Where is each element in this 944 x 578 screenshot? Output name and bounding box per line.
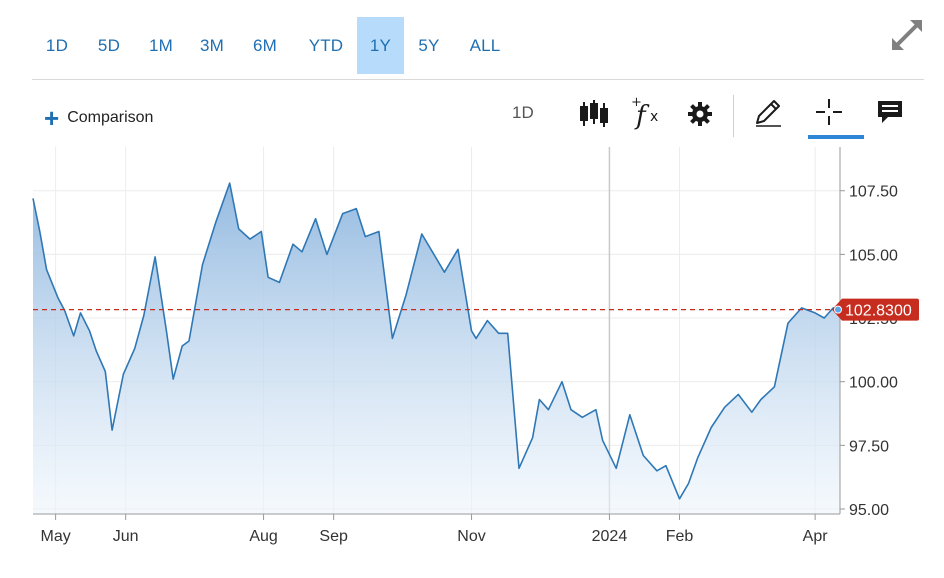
svg-text:x: x [650, 109, 658, 125]
x-tick-label: Nov [457, 528, 485, 545]
expand-icon[interactable] [888, 16, 926, 54]
y-tick-label: 95.00 [849, 502, 889, 519]
interval-selector[interactable]: 1D [512, 103, 534, 122]
toolbar-separator [733, 95, 734, 137]
range-5y-button[interactable]: 5Y [418, 36, 440, 55]
toolbar-divider [32, 79, 924, 80]
current-price-badge [832, 298, 919, 321]
pencil-icon[interactable] [752, 96, 784, 133]
range-5d-button[interactable]: 5D [97, 36, 121, 55]
candlestick-icon[interactable] [578, 98, 610, 135]
function-icon[interactable]: + f x [630, 95, 664, 135]
current-price-label: 102.8300 [845, 303, 912, 320]
y-tick-label: 97.50 [849, 438, 889, 455]
x-tick-label: Jun [113, 528, 139, 545]
y-tick-label: 100.00 [849, 375, 898, 392]
range-all-button[interactable]: ALL [469, 36, 501, 55]
range-1y-button[interactable]: 1Y [357, 17, 404, 74]
comparison-button[interactable]: + Comparison [44, 104, 153, 132]
x-tick-label: Apr [803, 528, 829, 545]
x-tick-label: May [40, 528, 70, 545]
plus-icon: + [44, 103, 60, 133]
price-series-line [32, 182, 841, 500]
x-tick-label: 2024 [592, 528, 628, 545]
comment-icon[interactable] [876, 98, 904, 131]
price-badge-dot [834, 305, 842, 314]
svg-text:+: + [631, 96, 642, 110]
range-ytd-button[interactable]: YTD [308, 36, 344, 55]
range-selector: 1D 5D 1M 3M 6M YTD 1Y 5Y ALL [32, 16, 924, 76]
range-1d-button[interactable]: 1D [45, 36, 69, 55]
gear-icon[interactable] [687, 101, 713, 132]
comparison-label: Comparison [67, 109, 154, 126]
crosshair-icon[interactable] [815, 98, 843, 131]
x-tick-label: Feb [666, 528, 694, 545]
range-3m-button[interactable]: 3M [199, 36, 225, 55]
x-tick-label: Aug [249, 528, 277, 545]
crosshair-active-indicator [808, 135, 864, 139]
range-6m-button[interactable]: 6M [252, 36, 278, 55]
y-tick-label: 105.00 [849, 247, 898, 264]
x-tick-label: Sep [319, 528, 348, 545]
range-1m-button[interactable]: 1M [148, 36, 174, 55]
y-tick-label: 107.50 [849, 184, 898, 201]
price-area-fill [33, 183, 840, 514]
